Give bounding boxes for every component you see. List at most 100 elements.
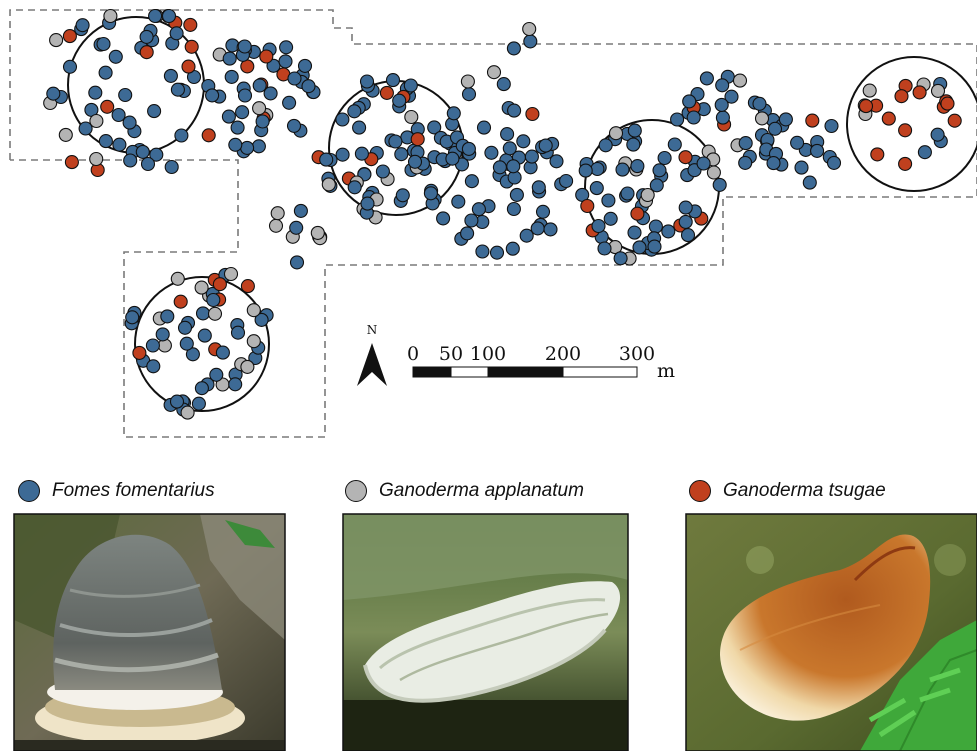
- occurrence-point-fomes: [427, 120, 442, 135]
- occurrence-point-applanatum: [252, 101, 267, 116]
- occurrence-point-fomes: [96, 36, 111, 52]
- occurrence-point-fomes: [177, 320, 193, 335]
- occurrence-point-fomes: [240, 140, 255, 155]
- occurrence-point-fomes: [228, 137, 243, 152]
- occurrence-point-fomes: [464, 174, 479, 189]
- legend-swatch-fomes-fomentarius: [18, 480, 40, 502]
- occurrence-point-fomes: [917, 145, 932, 160]
- photo-ganoderma-applanatum: [342, 513, 629, 751]
- occurrence-point-fomes: [118, 87, 133, 103]
- occurrence-point-fomes: [230, 120, 245, 135]
- occurrence-point-fomes: [155, 327, 170, 342]
- occurrence-point-fomes: [111, 107, 126, 123]
- occurrence-point-fomes: [680, 228, 696, 243]
- occurrence-point-fomes: [613, 251, 628, 266]
- legend-item-ganoderma-tsugae: Ganoderma tsugae: [689, 480, 886, 502]
- occurrence-point-fomes: [407, 154, 423, 169]
- occurrence-point-fomes: [715, 110, 730, 125]
- occurrence-point-fomes: [163, 68, 178, 83]
- occurrence-point-fomes: [471, 202, 486, 217]
- occurrence-point-applanatum: [608, 126, 624, 141]
- sampling-plot-circle: [134, 276, 270, 412]
- occurrence-point-fomes: [678, 200, 693, 215]
- occurrence-point-fomes: [403, 78, 418, 93]
- occurrence-point-fomes: [461, 87, 477, 102]
- occurrence-point-applanatum: [246, 334, 261, 349]
- occurrence-point-fomes: [620, 186, 635, 201]
- occurrence-point-fomes: [506, 201, 521, 217]
- occurrence-point-applanatum: [180, 405, 195, 420]
- occurrence-point-fomes: [460, 226, 475, 241]
- occurrence-point-tsugae: [870, 147, 885, 162]
- occurrence-point-applanatum: [207, 306, 223, 321]
- occurrence-point-fomes: [78, 121, 93, 136]
- occurrence-point-fomes: [347, 104, 362, 119]
- occurrence-point-fomes: [738, 136, 753, 151]
- occurrence-point-fomes: [597, 241, 612, 256]
- occurrence-point-fomes: [630, 159, 645, 174]
- occurrence-point-tsugae: [201, 128, 216, 143]
- occurrence-point-fomes: [191, 396, 206, 411]
- occurrence-point-applanatum: [89, 113, 104, 129]
- occurrence-point-tsugae: [947, 113, 962, 128]
- photo-ganoderma-tsugae: [685, 513, 977, 751]
- occurrence-point-fomes: [767, 121, 783, 136]
- occurrence-point-fomes: [195, 306, 211, 321]
- occurrence-point-fomes: [354, 146, 369, 161]
- occurrence-point-fomes: [530, 221, 545, 236]
- occurrence-point-fomes: [549, 154, 564, 169]
- occurrence-point-fomes: [661, 224, 676, 239]
- occurrence-point-fomes: [715, 78, 730, 93]
- occurrence-point-fomes: [224, 69, 239, 84]
- scale-bar-segment: [487, 366, 564, 378]
- scale-bar-segment: [412, 366, 452, 378]
- occurrence-point-tsugae: [181, 59, 196, 74]
- occurrence-point-fomes: [589, 181, 604, 196]
- scale-bar-label-0: 0: [407, 343, 419, 365]
- occurrence-point-fomes: [657, 150, 672, 166]
- occurrence-point-fomes: [147, 104, 162, 119]
- occurrence-point-fomes: [464, 213, 479, 228]
- occurrence-point-applanatum: [930, 83, 946, 98]
- occurrence-point-fomes: [778, 112, 793, 127]
- occurrence-point-fomes: [237, 39, 252, 54]
- occurrence-point-tsugae: [678, 150, 693, 165]
- occurrence-point-fomes: [738, 155, 753, 170]
- occurrence-point-fomes: [523, 34, 538, 49]
- occurrence-point-fomes: [670, 112, 685, 127]
- occurrence-point-fomes: [135, 144, 150, 159]
- occurrence-point-fomes: [603, 211, 618, 226]
- occurrence-point-tsugae: [139, 45, 154, 60]
- boundary-line: [9, 9, 977, 438]
- occurrence-point-fomes: [535, 204, 551, 219]
- occurrence-point-fomes: [235, 105, 250, 120]
- occurrence-point-tsugae: [379, 85, 394, 100]
- occurrence-point-fomes: [766, 156, 781, 171]
- occurrence-point-fomes: [215, 345, 230, 360]
- occurrence-point-tsugae: [881, 111, 896, 126]
- occurrence-point-fomes: [221, 109, 236, 124]
- legend-item-fomes-fomentarius: Fomes fomentarius: [18, 480, 215, 502]
- occurrence-point-fomes: [197, 328, 212, 343]
- occurrence-point-tsugae: [630, 206, 645, 221]
- occurrence-point-fomes: [289, 255, 305, 270]
- occurrence-point-tsugae: [132, 345, 147, 360]
- occurrence-point-fomes: [352, 120, 367, 135]
- occurrence-point-fomes: [652, 163, 667, 178]
- scale-bar-unit: m: [657, 360, 675, 382]
- scale-bar-label-300: 300: [619, 343, 655, 365]
- legend-label-ganoderma-applanatum: Ganoderma applanatum: [379, 480, 584, 501]
- occurrence-point-fomes: [500, 127, 515, 142]
- occurrence-point-tsugae: [212, 277, 227, 292]
- occurrence-point-tsugae: [240, 279, 255, 294]
- scale-bar-label-200: 200: [545, 343, 581, 365]
- occurrence-point-fomes: [75, 18, 90, 33]
- north-arrow-label: N: [367, 323, 378, 337]
- occurrence-point-fomes: [98, 134, 113, 149]
- occurrence-point-tsugae: [580, 198, 595, 214]
- occurrence-point-fomes: [591, 218, 606, 234]
- occurrence-point-fomes: [543, 222, 558, 237]
- photo-fomes-fomentarius: [13, 513, 286, 751]
- occurrence-point-fomes: [252, 78, 267, 93]
- north-arrow: N: [357, 323, 387, 386]
